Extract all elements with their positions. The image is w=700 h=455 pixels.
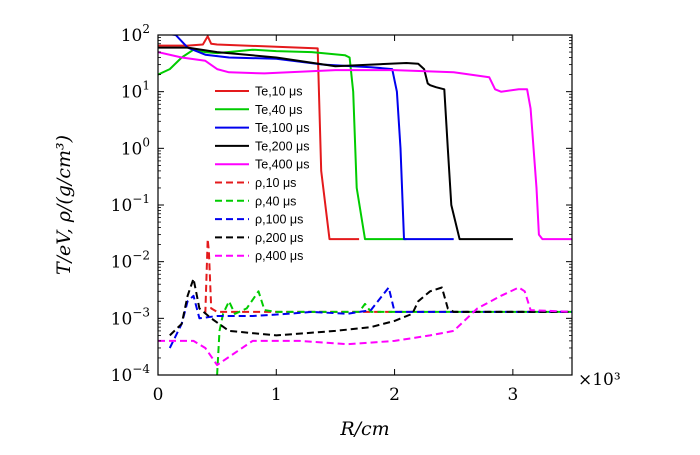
plot-frame: [157, 34, 573, 376]
x-axis: 0 1 2 3: [153, 35, 518, 405]
series-line-6: [216, 290, 572, 375]
legend-label: ρ,100 μs: [255, 213, 303, 227]
legend-label: ρ,40 μs: [255, 194, 296, 208]
legend-label: Te,40 μs: [255, 103, 303, 117]
y-tick-label: 101: [121, 79, 150, 103]
y-tick-base: 10: [121, 83, 143, 103]
y-tick-base: 10: [121, 26, 143, 46]
x-tick-label: 1: [271, 385, 282, 405]
y-axis-label: T/eV, ρ/(g/cm³): [53, 135, 75, 275]
legend: Te,10 μs Te,40 μs Te,100 μs Te,200 μs Te,400…: [215, 85, 309, 263]
x-axis-label: R/cm: [339, 418, 389, 440]
y-tick-exponent: −1: [132, 192, 150, 206]
series-line-9: [158, 286, 572, 366]
y-tick-base: 10: [111, 253, 133, 273]
legend-label: ρ,400 μs: [255, 249, 303, 263]
x-multiplier-label: ×10³: [578, 370, 621, 390]
plot-area: [158, 35, 572, 375]
y-tick-exponent: −2: [132, 249, 150, 263]
legend-label: ρ,200 μs: [255, 231, 303, 245]
series-line-8: [169, 277, 572, 337]
series-line-3: [158, 46, 513, 241]
y-tick-label: 102: [121, 22, 150, 46]
y-tick-exponent: −3: [132, 305, 150, 319]
y-tick-label: 10−4: [111, 362, 151, 386]
y-tick-exponent: 0: [142, 135, 150, 149]
y-tick-exponent: −4: [132, 362, 150, 376]
legend-label: Te,10 μs: [255, 85, 303, 99]
y-tick-base: 10: [111, 366, 133, 386]
series-line-1: [158, 48, 407, 241]
y-tick-base: 10: [111, 309, 133, 329]
y-tick-label: 100: [121, 135, 150, 159]
legend-label: Te,200 μs: [255, 139, 309, 153]
series-line-7: [168, 286, 572, 349]
x-tick-label: 0: [153, 385, 164, 405]
y-tick-label: 10−1: [111, 192, 150, 216]
legend-label: Te,400 μs: [255, 158, 309, 172]
y-tick-exponent: 1: [142, 79, 150, 93]
y-tick-label: 10−2: [111, 249, 150, 273]
y-tick-base: 10: [121, 139, 143, 159]
legend-label: Te,100 μs: [255, 121, 309, 135]
x-tick-label: 2: [389, 385, 400, 405]
series-line-4: [158, 51, 572, 241]
y-tick-label: 10−3: [111, 305, 150, 329]
y-tick-exponent: 2: [142, 22, 150, 36]
x-tick-label: 3: [507, 385, 518, 405]
series-line-0: [158, 35, 360, 241]
legend-label: ρ,10 μs: [255, 176, 296, 190]
y-tick-base: 10: [111, 196, 133, 216]
